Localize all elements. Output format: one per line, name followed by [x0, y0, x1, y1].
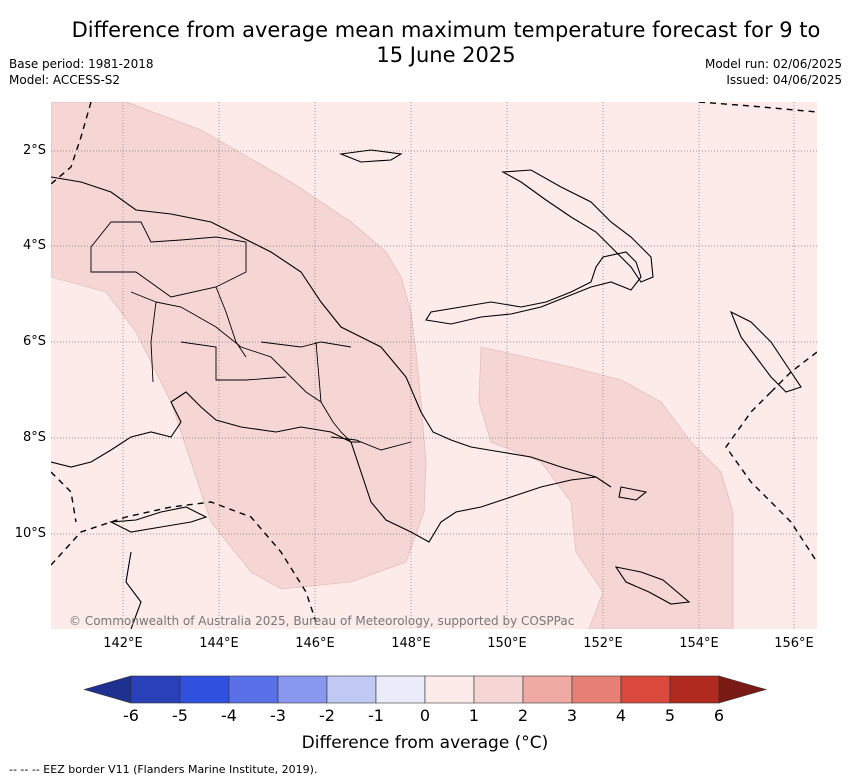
- colorbar-extend-low: [84, 675, 132, 704]
- borders: [90, 221, 412, 451]
- x-tick-label: 146°E: [295, 636, 335, 651]
- coastlines: [51, 149, 802, 629]
- colorbar-segment: [130, 675, 181, 704]
- colorbar-segment: [620, 675, 671, 704]
- eez-line-east: [51, 471, 77, 523]
- international-border: [130, 291, 157, 383]
- colorbar-extend-high: [718, 675, 768, 704]
- issued-date: Issued: 04/06/2025: [726, 73, 842, 87]
- x-tick-label: 156°E: [774, 636, 814, 651]
- manus-island-coast: [338, 149, 403, 163]
- province-borders: [90, 221, 412, 451]
- meta-right: Model run: 02/06/2025 Issued: 04/06/2025: [705, 56, 842, 88]
- x-tick-label: 148°E: [391, 636, 431, 651]
- colorbar-tick-label: -5: [172, 706, 188, 725]
- new-ireland-coast: [501, 169, 654, 283]
- new-britain-coast: [425, 251, 642, 325]
- colorbar-tick-label: -4: [221, 706, 237, 725]
- colorbar-label: Difference from average (°C): [301, 733, 549, 753]
- colorbar-tick-label: -2: [319, 706, 335, 725]
- australia-coast: [108, 506, 208, 629]
- eez-footnote: -- -- -- EEZ border V11 (Flanders Marine…: [9, 763, 318, 776]
- colorbar-tick-label: 2: [517, 706, 529, 725]
- colorbar-segment: [522, 675, 573, 704]
- colorbar-tick-label: -3: [270, 706, 286, 725]
- base-period: Base period: 1981-2018: [9, 57, 154, 71]
- colorbar-segment: [473, 675, 524, 704]
- chart-title: Difference from average mean maximum tem…: [71, 18, 821, 67]
- model-run: Model run: 02/06/2025: [704, 57, 842, 71]
- colorbar: [84, 675, 768, 704]
- y-tick-label: 6°S: [22, 334, 46, 349]
- colorbar-segment: [326, 675, 377, 704]
- colorbar-segment: [228, 675, 279, 704]
- solomon-islands-coast: [614, 566, 691, 605]
- meta-left: Base period: 1981-2018 Model: ACCESS-S2: [9, 56, 154, 88]
- graticule: [51, 102, 817, 629]
- colorbar-segment: [179, 675, 230, 704]
- y-tick-label: 8°S: [22, 430, 46, 445]
- x-tick-label: 152°E: [583, 636, 623, 651]
- map-panel: [51, 102, 817, 629]
- eez-line-eastsouth: [725, 391, 817, 563]
- bougainville-coast: [729, 310, 802, 393]
- colorbar-tick-label: 3: [566, 706, 578, 725]
- colorbar-tick-label: 4: [615, 706, 627, 725]
- eez-line-west: [51, 102, 92, 185]
- x-tick-label: 154°E: [679, 636, 719, 651]
- colorbar-tick-label: 1: [468, 706, 480, 725]
- y-tick-label: 2°S: [22, 143, 46, 158]
- colorbar-segment: [277, 675, 328, 704]
- eez-borders: [51, 102, 817, 623]
- copyright-text: © Commonwealth of Australia 2025, Bureau…: [69, 614, 575, 628]
- colorbar-segment: [669, 675, 720, 704]
- colorbar-tick-label: 0: [419, 706, 431, 725]
- colorbar-segments: [84, 675, 768, 704]
- new-guinea-coast: [51, 176, 612, 543]
- colorbar-tick-label: -6: [123, 706, 139, 725]
- anomaly-region-east: [478, 346, 734, 629]
- colorbar-segment: [571, 675, 622, 704]
- x-tick-label: 144°E: [199, 636, 239, 651]
- colorbar-segment: [424, 675, 475, 704]
- colorbar-segment: [375, 675, 426, 704]
- colorbar-tick-label: 6: [713, 706, 725, 725]
- x-tick-label: 142°E: [103, 636, 143, 651]
- model-name: Model: ACCESS-S2: [9, 73, 121, 87]
- x-tick-label: 150°E: [487, 636, 527, 651]
- y-tick-label: 4°S: [22, 238, 46, 253]
- y-tick-label: 10°S: [14, 526, 46, 541]
- colorbar-tick-label: 5: [664, 706, 676, 725]
- eez-line-south: [51, 501, 317, 623]
- colorbar-tick-label: -1: [368, 706, 384, 725]
- fergusson-coast: [618, 486, 648, 501]
